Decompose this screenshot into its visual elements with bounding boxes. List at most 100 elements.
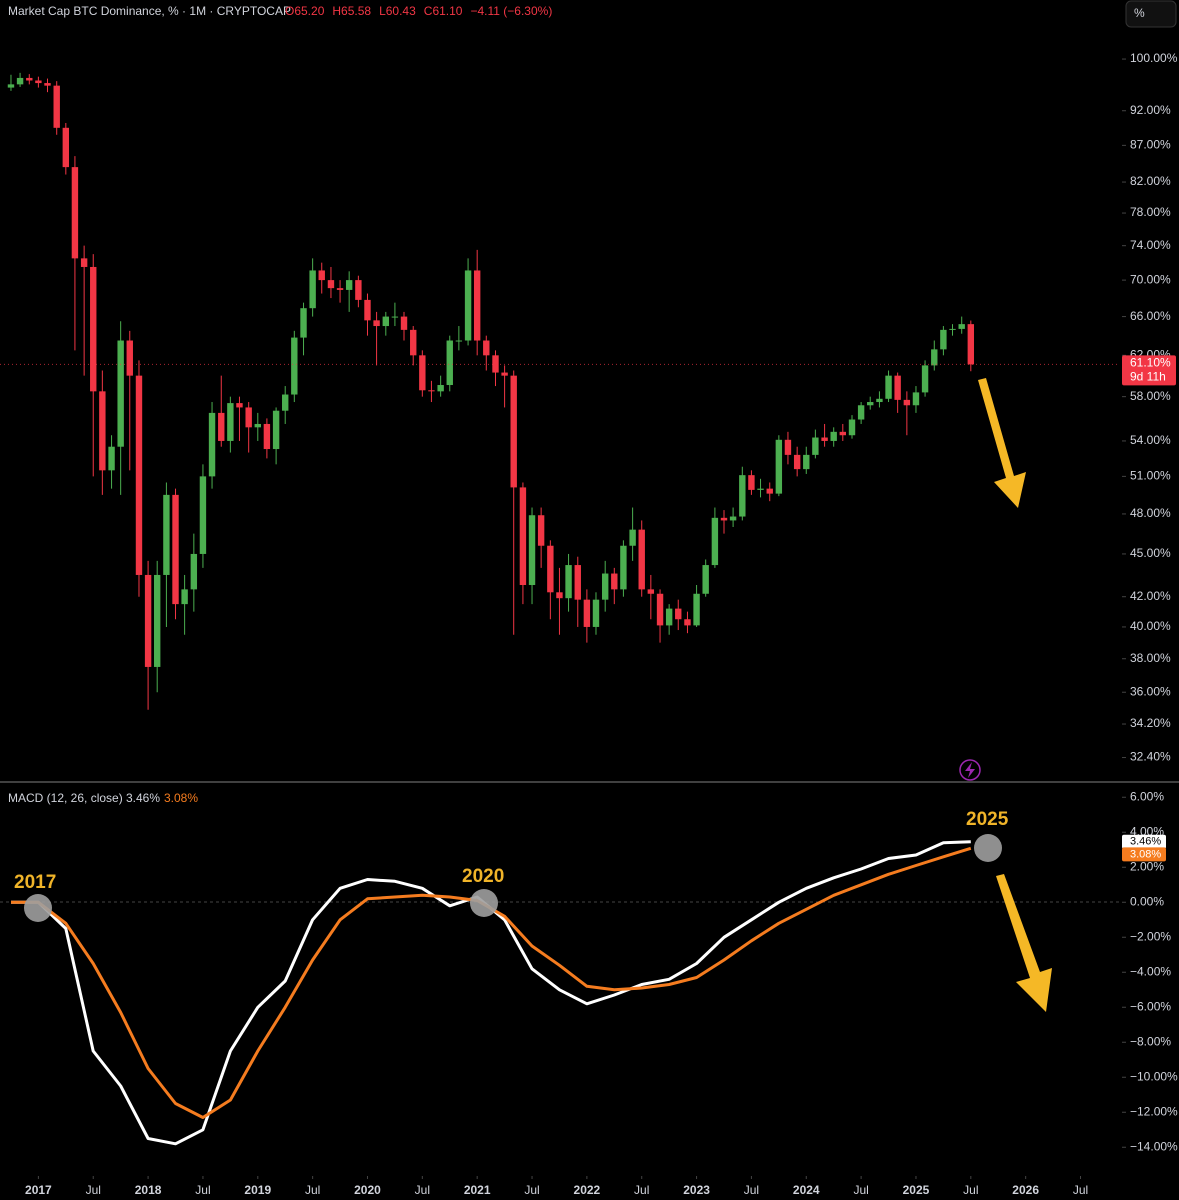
y-tick-label: 66.00% [1130,309,1171,323]
candle-body [638,529,645,590]
candle-body [803,454,810,470]
candle-body [729,516,737,521]
candle-body [912,392,920,406]
candle-body [601,573,609,600]
y-tick-label: −10.00% [1130,1069,1178,1083]
candle-body [172,494,179,605]
candle-body [373,320,380,327]
x-tick-label: 2021 [464,1183,491,1197]
candle-body [16,77,24,85]
candle-body [135,375,143,575]
candle-body [419,355,426,391]
candle-body [537,515,545,546]
candle-body [793,454,801,470]
arrow [996,874,1052,1012]
candle-body [464,270,472,341]
candle-body [364,299,371,321]
candle-body [784,439,792,455]
y-tick-label: 45.00% [1130,546,1171,560]
candle-body [428,390,435,392]
candle-body [263,423,271,450]
candle-body [99,391,106,471]
candle-body [693,593,700,626]
candle-body [821,437,828,441]
x-tick-label: Jul [963,1183,978,1197]
x-tick-label: Jul [853,1183,868,1197]
candle-body [190,553,198,590]
alert-bolt [965,762,975,778]
y-tick-label: 6.00% [1130,789,1164,803]
candle-body [675,608,682,620]
y-tick-label: −6.00% [1130,999,1171,1013]
annotation-marker [470,889,498,917]
x-tick-label: Jul [744,1183,759,1197]
y-tick-label: 51.00% [1130,469,1171,483]
last-price-box [1122,355,1176,386]
candle-body [300,308,307,338]
candle-body [437,385,444,392]
candle-body [455,340,463,342]
annotation: 2025 [966,809,1009,830]
candle-body [71,167,79,259]
candle-body [720,517,728,521]
candle-body [163,494,170,575]
candle-body [309,270,316,309]
annotation: 2017 [14,872,56,893]
candle-body [565,565,572,599]
x-tick-label: 2020 [354,1183,381,1197]
y-tick-label: 40.00% [1130,619,1171,633]
candle-body [80,258,88,267]
candle-body [236,403,243,408]
y-tick-label: −8.00% [1130,1034,1171,1048]
candle-body [620,545,627,590]
candle-body [410,329,417,356]
candle-body [44,83,51,86]
candle-body [510,375,517,488]
y-tick-label: 48.00% [1130,506,1171,520]
arrow [978,378,1026,508]
y-tick-label: −2.00% [1130,929,1171,943]
candle-body [355,280,362,300]
ohlc-value: H65.58 [332,4,371,18]
ohlc-value: −4.11 (−6.30%) [470,4,552,18]
candle-body [272,410,280,450]
candle-body [547,545,554,593]
last-value-box [1122,834,1166,849]
y-tick-label: −12.00% [1130,1104,1178,1118]
y-tick-label: 92.00% [1130,103,1171,117]
candle-body [629,529,636,546]
candle-body [848,419,856,436]
candle-body [282,394,289,411]
candle-body [775,439,783,494]
candle-body [153,574,161,667]
candle-body [967,324,975,365]
scale-button[interactable] [1125,0,1177,28]
y-tick-label: 70.00% [1130,272,1171,286]
candle-body [958,324,965,329]
x-tick-label: Jul [86,1183,101,1197]
candle-body [90,266,97,392]
candle-body [830,431,837,441]
candle-body [867,402,874,406]
candle-body [556,592,563,599]
candle-body [519,487,527,586]
chart-title: Market Cap BTC Dominance, % · 1M · CRYPT… [8,4,291,18]
candle-body [336,288,344,290]
candle-body [199,476,207,554]
candle-body [126,340,133,376]
candle-body [291,337,298,395]
alert-icon[interactable] [959,759,981,781]
scale-button-label[interactable]: % [1134,6,1145,20]
candle-body [400,316,408,330]
candle-body [894,375,901,400]
candle-body [839,431,846,436]
annotation-marker [24,894,52,922]
y-tick-label: 38.00% [1130,651,1171,665]
y-tick-label: 36.00% [1130,684,1171,698]
candle-body [473,270,481,341]
candle-body [766,488,773,494]
last-value-box [1122,847,1166,862]
x-tick-label: 2018 [135,1183,162,1197]
